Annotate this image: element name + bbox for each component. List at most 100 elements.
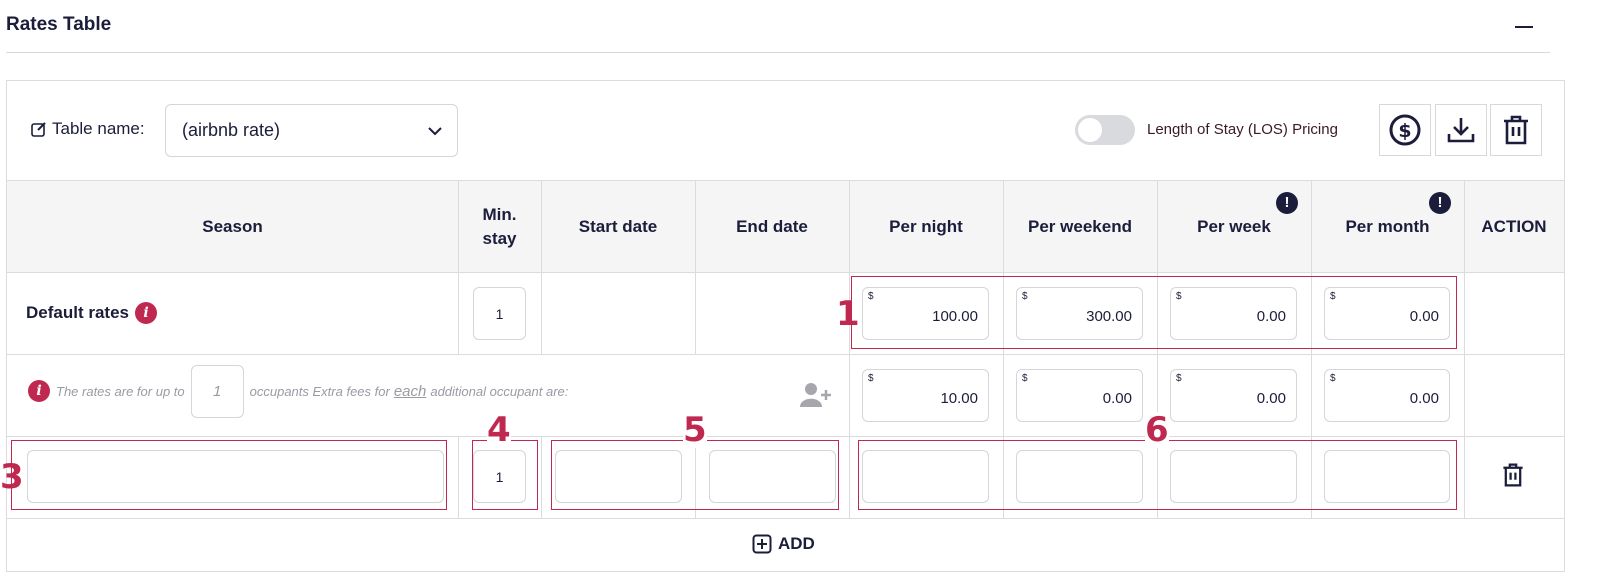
value: 0.00: [1256, 308, 1286, 325]
start-date-input[interactable]: [555, 450, 682, 503]
currency-symbol: $: [1176, 373, 1182, 384]
value: 100.00: [932, 308, 978, 325]
svg-text:$: $: [1398, 120, 1411, 142]
currency-symbol: $: [1022, 291, 1028, 302]
divider: [7, 180, 1564, 181]
col-start-date: Start date: [578, 216, 658, 236]
divider: [1464, 181, 1465, 518]
extra-per-month-input[interactable]: $0.00: [1324, 369, 1450, 422]
occupant-text: The rates are for up to: [56, 383, 185, 399]
plus-square-icon: [752, 534, 772, 554]
divider: [7, 518, 1564, 519]
toggle-knob: [1078, 118, 1102, 142]
value: 0.00: [1256, 390, 1286, 407]
annotation-box-5: [551, 440, 839, 510]
annotation-box-6: [858, 440, 1457, 510]
season-min-stay-input[interactable]: 1: [473, 450, 526, 503]
add-season-button[interactable]: ADD: [752, 534, 815, 554]
annotation-label-6: 6: [1145, 410, 1169, 450]
divider: [541, 436, 542, 518]
default-per-night-input[interactable]: $100.00: [862, 287, 989, 340]
table-name-value: (airbnb rate): [182, 120, 281, 140]
section-title: Rates Table: [6, 14, 112, 35]
table-name-label-group: Table name:: [30, 119, 145, 139]
download-icon: [1447, 118, 1475, 143]
currency-symbol: $: [1176, 291, 1182, 302]
download-button[interactable]: [1435, 104, 1487, 156]
divider: [458, 436, 459, 518]
add-user-icon[interactable]: [800, 382, 832, 408]
season-per-night-input[interactable]: [862, 450, 989, 503]
divider: [1311, 181, 1312, 518]
default-per-weekend-input[interactable]: $300.00: [1016, 287, 1143, 340]
extra-per-night-input[interactable]: $10.00: [862, 369, 989, 422]
annotation-label-1: 1: [836, 294, 860, 334]
info-icon[interactable]: i: [28, 380, 50, 402]
col-season: Season: [202, 216, 263, 236]
value: 300.00: [1086, 308, 1132, 325]
divider: [849, 181, 850, 518]
default-min-stay-input[interactable]: 1: [473, 287, 526, 340]
divider: [7, 272, 1564, 273]
occupant-text: occupants Extra fees for: [249, 383, 390, 399]
end-date-input[interactable]: [709, 450, 836, 503]
currency-symbol: $: [1330, 291, 1336, 302]
season-per-weekend-input[interactable]: [1016, 450, 1143, 503]
rates-table-container: [6, 80, 1565, 572]
add-label: ADD: [778, 534, 815, 553]
col-action: ACTION: [1481, 216, 1547, 236]
edit-icon: [31, 122, 46, 137]
divider: [6, 52, 1550, 53]
annotation-box-3: [11, 440, 447, 510]
alert-icon[interactable]: !: [1429, 192, 1451, 214]
divider: [1003, 181, 1004, 518]
season-name-input[interactable]: [27, 450, 444, 503]
col-per-month: Per month: [1345, 216, 1430, 236]
default-rates-label: Default rates i: [26, 302, 157, 324]
currency-symbol: $: [868, 373, 874, 384]
value: 0.00: [1409, 308, 1439, 325]
table-header: [7, 181, 1564, 272]
divider: [7, 354, 1564, 355]
annotation-label-5: 5: [683, 410, 707, 450]
dollar-circle-icon: $: [1389, 114, 1421, 146]
divider: [1157, 181, 1158, 518]
alert-icon[interactable]: !: [1276, 192, 1298, 214]
col-per-night: Per night: [889, 216, 963, 236]
trash-icon: [1504, 115, 1528, 145]
collapse-button[interactable]: [1515, 26, 1533, 28]
value: 0.00: [1409, 390, 1439, 407]
default-per-month-input[interactable]: $0.00: [1324, 287, 1450, 340]
season-per-month-input[interactable]: [1324, 450, 1450, 503]
table-name-select[interactable]: (airbnb rate): [165, 104, 458, 157]
annotation-box-4: [472, 440, 538, 510]
info-icon[interactable]: i: [134, 302, 157, 324]
pricing-button[interactable]: $: [1379, 104, 1431, 156]
delete-row-icon[interactable]: [1501, 462, 1525, 488]
occupant-info: i The rates are for up to 1 occupants Ex…: [28, 364, 568, 418]
col-min-stay: Min. stay: [482, 204, 517, 248]
extra-per-weekend-input[interactable]: $0.00: [1016, 369, 1143, 422]
annotation-label-4: 4: [487, 410, 511, 450]
occupants-input[interactable]: 1: [190, 364, 244, 418]
season-per-week-input[interactable]: [1170, 450, 1297, 503]
col-end-date: End date: [736, 216, 808, 236]
table-name-label: Table name:: [52, 119, 145, 138]
occupant-text-each: each: [393, 382, 427, 400]
los-pricing-toggle[interactable]: [1075, 115, 1135, 145]
divider: [7, 436, 1564, 437]
delete-table-button[interactable]: [1490, 104, 1542, 156]
currency-symbol: $: [1022, 373, 1028, 384]
col-per-week: Per week: [1197, 216, 1271, 236]
divider: [458, 181, 459, 354]
divider: [695, 181, 696, 354]
annotation-box-1: [851, 276, 1457, 349]
value: 0.00: [1102, 390, 1132, 407]
occupant-text: additional occupant are:: [430, 383, 569, 399]
default-per-week-input[interactable]: $0.00: [1170, 287, 1297, 340]
divider: [541, 181, 542, 354]
value: 10.00: [940, 390, 978, 407]
currency-symbol: $: [1330, 373, 1336, 384]
extra-per-week-input[interactable]: $0.00: [1170, 369, 1297, 422]
divider: [695, 436, 696, 518]
